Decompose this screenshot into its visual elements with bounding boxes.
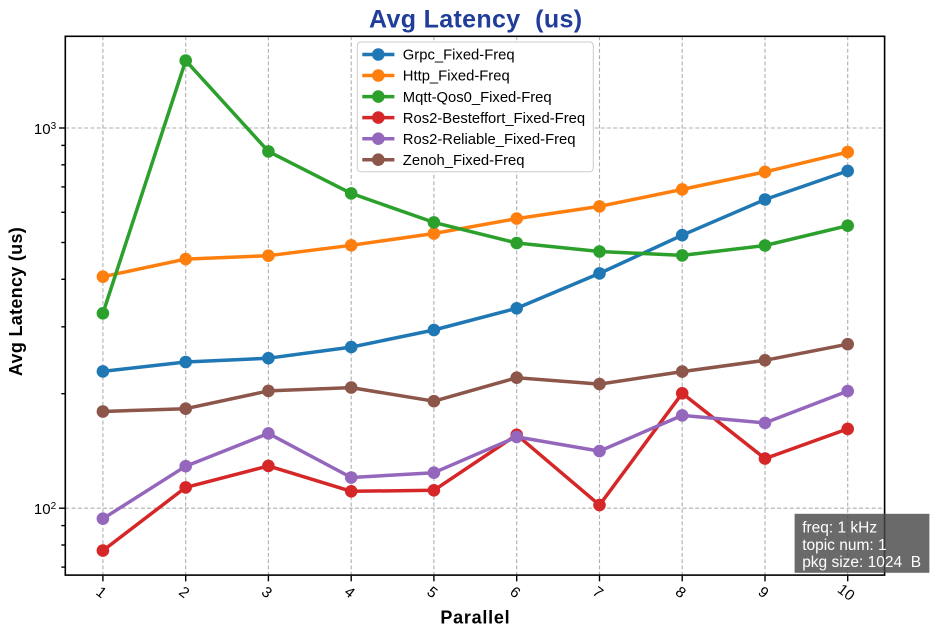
svg-text:Mqtt-Qos0_Fixed-Freq: Mqtt-Qos0_Fixed-Freq	[403, 90, 552, 106]
svg-text:Grpc_Fixed-Freq: Grpc_Fixed-Freq	[403, 48, 515, 64]
svg-text:topic num: 1: topic num: 1	[802, 537, 886, 554]
svg-text:Avg Latency (us): Avg Latency (us)	[369, 6, 582, 34]
svg-text:10: 10	[834, 581, 858, 605]
svg-text:Avg Latency (us): Avg Latency (us)	[6, 227, 26, 376]
svg-text:pkg size: 1024 B: pkg size: 1024 B	[802, 554, 921, 571]
svg-text:Zenoh_Fixed-Freq: Zenoh_Fixed-Freq	[403, 153, 525, 169]
svg-text:Http_Fixed-Freq: Http_Fixed-Freq	[403, 69, 510, 85]
svg-text:Ros2-Besteffort_Fixed-Freq: Ros2-Besteffort_Fixed-Freq	[403, 111, 585, 127]
svg-text:freq: 1 kHz: freq: 1 kHz	[802, 520, 877, 537]
svg-text:Ros2-Reliable_Fixed-Freq: Ros2-Reliable_Fixed-Freq	[403, 132, 576, 148]
svg-text:Parallel: Parallel	[440, 608, 510, 628]
